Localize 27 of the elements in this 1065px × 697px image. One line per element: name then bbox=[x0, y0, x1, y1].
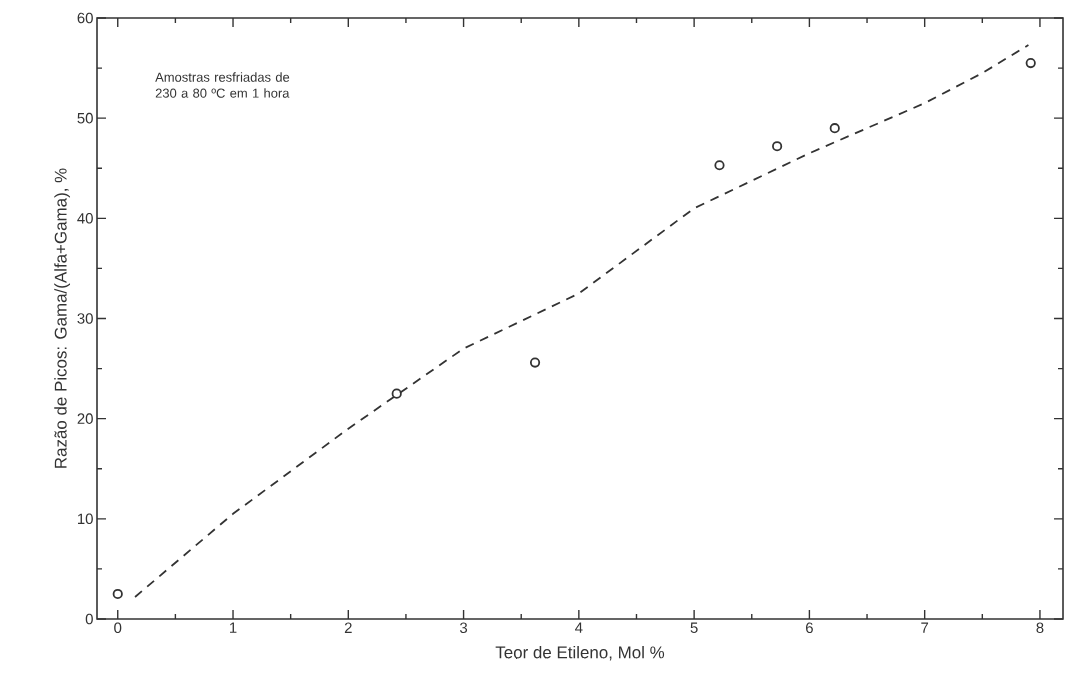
line-series bbox=[134, 44, 1030, 598]
y-tick-label: 50 bbox=[77, 112, 93, 124]
x-tick-label: 1 bbox=[230, 622, 237, 633]
point bbox=[529, 357, 541, 368]
x-tick-label: 4 bbox=[575, 622, 583, 633]
point bbox=[772, 141, 783, 152]
x-tick-label: 8 bbox=[1036, 622, 1044, 634]
x-tick-label: 3 bbox=[459, 622, 468, 634]
x-axis-title: Teor de Etileno, Mol % bbox=[495, 645, 665, 661]
y-tick-label: 20 bbox=[77, 413, 93, 424]
point bbox=[714, 160, 725, 171]
y-tick-label: 0 bbox=[85, 613, 93, 625]
x-tick-label: 2 bbox=[344, 622, 352, 633]
point bbox=[112, 588, 123, 600]
x-tick-label: 0 bbox=[114, 622, 122, 634]
x-tick-label: 7 bbox=[921, 622, 929, 633]
point bbox=[829, 123, 840, 134]
y-tick-label: 40 bbox=[77, 213, 93, 224]
point bbox=[391, 388, 402, 399]
y-tick-label: 10 bbox=[78, 513, 93, 525]
x-tick-label: 5 bbox=[690, 622, 698, 633]
y-axis-title: Razão de Picos: Gama/(Alfa+Gama), % bbox=[54, 168, 71, 468]
x-tick-label: 6 bbox=[806, 622, 813, 634]
annotation: Amostras resfriadas de 230 a 80 ºC em 1 hora bbox=[155, 72, 290, 98]
y-tick-label: 30 bbox=[77, 313, 93, 324]
point bbox=[1025, 57, 1036, 69]
y-tick-label: 60 bbox=[77, 12, 93, 24]
